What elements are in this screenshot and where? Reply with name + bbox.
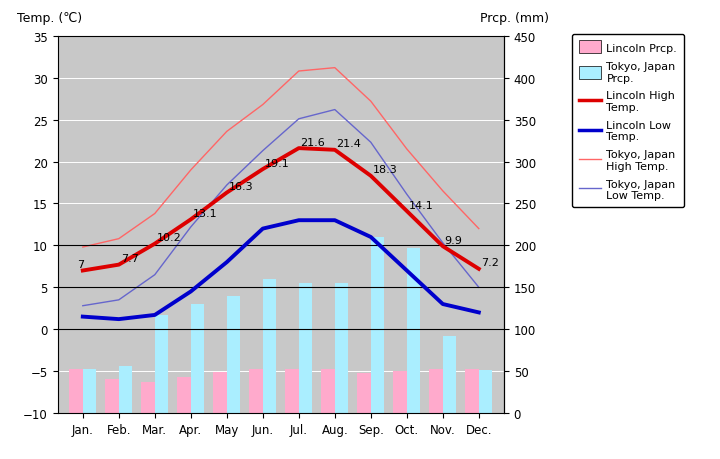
Text: 13.1: 13.1 [193, 208, 217, 218]
Text: 21.4: 21.4 [336, 139, 361, 149]
Bar [393, 371, 407, 413]
Text: 7: 7 [78, 260, 84, 269]
Bar [429, 369, 443, 413]
Bar [105, 380, 119, 413]
Text: 19.1: 19.1 [265, 158, 289, 168]
Bar [299, 284, 312, 413]
Bar [141, 382, 155, 413]
Bar [155, 315, 168, 413]
Text: 9.9: 9.9 [445, 235, 462, 245]
Bar [465, 369, 479, 413]
Bar [407, 248, 420, 413]
Text: 14.1: 14.1 [409, 200, 433, 210]
Bar [69, 369, 83, 413]
Text: Temp. (℃): Temp. (℃) [17, 12, 83, 25]
Bar [227, 296, 240, 413]
Bar [83, 369, 96, 413]
Text: 18.3: 18.3 [373, 165, 397, 175]
Text: Prcp. (mm): Prcp. (mm) [480, 12, 549, 25]
Text: 7.2: 7.2 [481, 258, 498, 268]
Text: 10.2: 10.2 [157, 233, 181, 243]
Bar [213, 372, 227, 413]
Bar [443, 336, 456, 413]
Bar [177, 377, 191, 413]
Bar [335, 284, 348, 413]
Bar [249, 369, 263, 413]
Bar [357, 373, 371, 413]
Bar [321, 369, 335, 413]
Text: 21.6: 21.6 [301, 137, 325, 147]
Bar [191, 304, 204, 413]
Bar [285, 369, 299, 413]
Bar [371, 237, 384, 413]
Text: 16.3: 16.3 [228, 182, 253, 192]
Text: 7.7: 7.7 [121, 254, 138, 264]
Legend: Lincoln Prcp., Tokyo, Japan
Prcp., Lincoln High
Temp., Lincoln Low
Temp., Tokyo,: Lincoln Prcp., Tokyo, Japan Prcp., Linco… [572, 35, 684, 207]
Bar [479, 370, 492, 413]
Bar [119, 366, 132, 413]
Bar [263, 279, 276, 413]
